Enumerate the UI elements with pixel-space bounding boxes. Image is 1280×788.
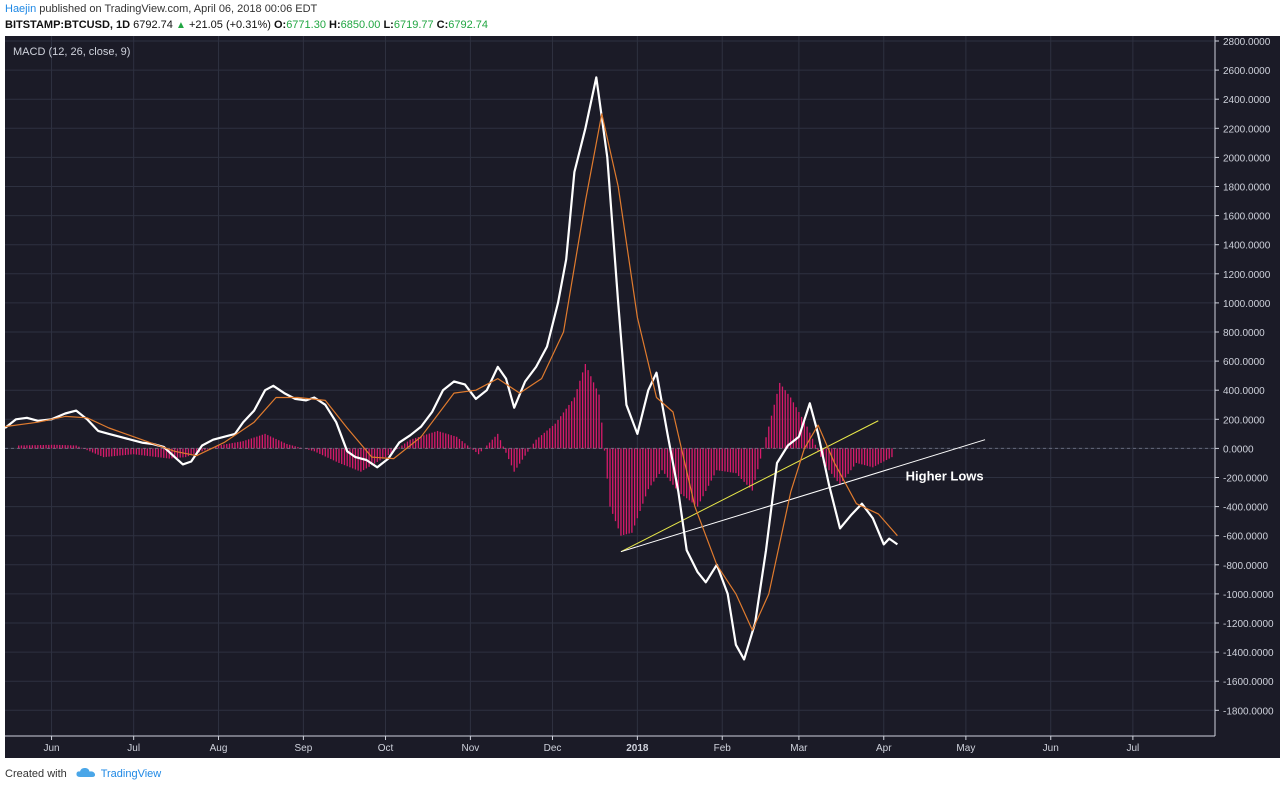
x-tick-label: Apr [876,743,892,754]
plot-background [5,36,1215,736]
x-tick-label: Dec [544,743,562,754]
published-text: published on TradingView.com, April 06, … [36,3,318,15]
axes: 2800.0000 2600.0000 2400.0000 2200.0000 2000… [5,36,1274,754]
x-tick-label: 2018 [626,743,649,754]
x-tick-label: Jul [127,743,140,754]
publish-info: Haejin published on TradingView.com, Apr… [5,3,317,15]
trendline-yellow [620,420,879,553]
annotation-higher-lows: Higher Lows [906,468,984,483]
grid [5,36,1215,736]
y-tick-label: 1400.0000 [1223,241,1271,252]
last-price: 6792.74 [133,19,173,31]
x-tick-label: Nov [461,743,479,754]
low-value: 6719.77 [393,19,434,31]
trendlines [620,420,986,553]
open-value: 6771.30 [286,19,326,31]
y-tick-label: -1200.0000 [1223,619,1274,630]
close-label: C: [436,19,449,31]
y-tick-label: 600.0000 [1223,357,1265,368]
x-tick-label: May [956,743,975,754]
y-tick-label: -1400.0000 [1223,648,1274,659]
high-label: H: [329,19,341,31]
y-tick-label: 2400.0000 [1223,95,1271,106]
y-tick-label: 1800.0000 [1223,183,1271,194]
close-value: 6792.74 [448,19,489,31]
x-tick-label: Jul [1126,743,1139,754]
x-tick-label: Mar [790,743,808,754]
x-tick-label: Sep [294,743,312,754]
y-tick-label: 1600.0000 [1223,212,1271,223]
y-tick-label: 2600.0000 [1223,66,1271,77]
macd-lines [5,76,899,661]
price-change: +21.05 (+0.31%) [188,19,271,31]
y-tick-label: 2200.0000 [1223,124,1271,135]
ohlc-bar: BITSTAMP:BTCUSD, 1D 6792.74 ▲ +21.05 (+0… [5,19,488,31]
indicator-label: MACD (12, 26, close, 9) [13,46,130,58]
y-tick-label: -800.0000 [1223,561,1268,572]
y-tick-label: 2000.0000 [1223,153,1271,164]
y-tick-label: -1800.0000 [1223,706,1274,717]
open-label: O: [273,19,287,31]
y-tick-label: 1200.0000 [1223,270,1271,281]
macd-histogram [5,364,1215,536]
x-tick-label: Aug [210,743,228,754]
y-tick-label: -1600.0000 [1223,677,1274,688]
x-tick-label: Jun [1043,743,1059,754]
author-link[interactable]: Haejin [5,3,37,15]
y-tick-label: 200.0000 [1223,415,1265,426]
macd-chart[interactable]: 2800.0000 2600.0000 2400.0000 2200.0000 2000… [5,36,1280,758]
y-tick-label: -600.0000 [1223,532,1268,543]
trendline-white [620,439,986,553]
y-tick-label: -1000.0000 [1223,590,1274,601]
y-tick-label: 800.0000 [1223,328,1265,339]
y-tick-label: -400.0000 [1223,503,1268,514]
symbol-label: BITSTAMP:BTCUSD, 1D [5,19,131,31]
created-with-text: Created with [5,767,67,780]
y-tick-label: 0.0000 [1223,444,1254,455]
macd-line [5,76,899,661]
x-tick-label: Oct [378,743,394,754]
y-tick-label: 2800.0000 [1223,37,1271,48]
x-tick-label: Feb [714,743,732,754]
macd-chart-panel[interactable]: 2800.0000 2600.0000 2400.0000 2200.0000 2000… [5,36,1280,758]
chart-header: Haejin published on TradingView.com, Apr… [0,0,1280,36]
signal-line [5,113,898,631]
tradingview-brand-link[interactable]: TradingView [100,767,162,780]
y-tick-label: -200.0000 [1223,474,1268,485]
high-value: 6850.00 [340,19,381,31]
footer: Created with TradingView [0,758,1280,788]
low-label: L: [383,19,394,31]
tradingview-cloud-icon [76,767,96,781]
x-tick-label: Jun [43,743,59,754]
y-tick-label: 1000.0000 [1223,299,1271,310]
y-tick-label: 400.0000 [1223,386,1265,397]
up-arrow-icon: ▲ [175,20,186,31]
